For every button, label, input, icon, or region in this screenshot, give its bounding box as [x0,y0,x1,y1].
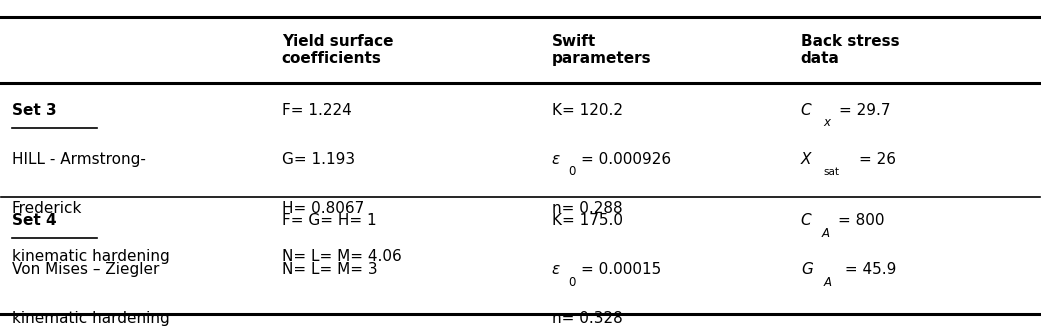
Text: ε: ε [552,152,560,167]
Text: G= 1.193: G= 1.193 [282,152,355,167]
Text: C: C [801,103,811,118]
Text: Von Mises – Ziegler: Von Mises – Ziegler [11,262,159,277]
Text: G: G [801,262,813,277]
Text: = 29.7: = 29.7 [839,103,891,118]
Text: HILL - Armstrong-: HILL - Armstrong- [11,152,146,167]
Text: N= L= M= 4.06: N= L= M= 4.06 [282,250,402,265]
Text: = 800: = 800 [838,213,885,228]
Text: n= 0.288: n= 0.288 [552,200,623,215]
Text: K= 175.0: K= 175.0 [552,213,623,228]
Text: ε: ε [552,262,560,277]
Text: C: C [801,213,811,228]
Text: Set 3: Set 3 [11,103,56,118]
Text: X: X [801,152,811,167]
Text: Set 4: Set 4 [11,213,56,228]
Text: = 0.000926: = 0.000926 [581,152,670,167]
Text: = 26: = 26 [859,152,896,167]
Text: H= 0.8067: H= 0.8067 [282,200,364,215]
Text: N= L= M= 3: N= L= M= 3 [282,262,377,277]
Text: F= 1.224: F= 1.224 [282,103,352,118]
Text: kinematic hardening: kinematic hardening [11,250,170,265]
Text: n= 0.328: n= 0.328 [552,311,623,326]
Text: F= G= H= 1: F= G= H= 1 [282,213,377,228]
Text: kinematic hardening: kinematic hardening [11,311,170,326]
Text: Yield surface
coefficients: Yield surface coefficients [282,34,393,66]
Text: x: x [823,116,831,129]
Text: Frederick: Frederick [11,200,82,215]
Text: = 0.00015: = 0.00015 [581,262,661,277]
Text: A: A [823,276,832,289]
Text: K= 120.2: K= 120.2 [552,103,623,118]
Text: 0: 0 [568,165,576,178]
Text: = 45.9: = 45.9 [840,262,896,277]
Text: Swift
parameters: Swift parameters [552,34,652,66]
Text: Back stress
data: Back stress data [801,34,899,66]
Text: 0: 0 [568,276,576,289]
Text: sat: sat [823,167,840,177]
Text: A: A [821,227,830,240]
